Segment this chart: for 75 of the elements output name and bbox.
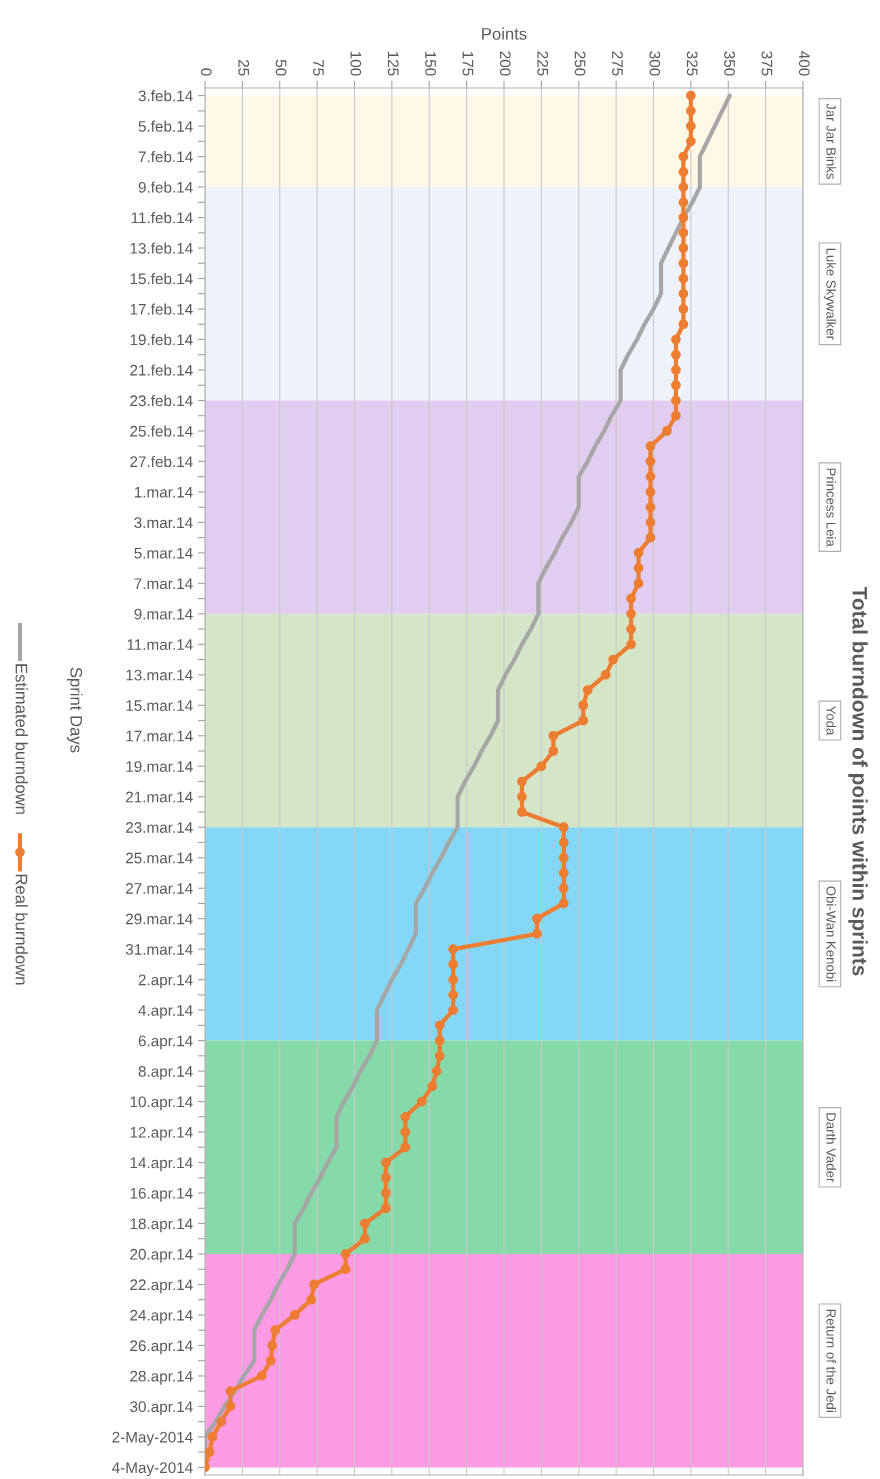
x-tick-label: 0 — [200, 68, 212, 76]
y-tick-label: 11.feb.14 — [131, 212, 193, 224]
y-tick-label: 23.feb.14 — [130, 394, 193, 407]
band-label: Jar Jar Binks — [826, 103, 837, 179]
y-tick-label: 31.mar.14 — [125, 944, 193, 955]
y-tick-label: 25.feb.14 — [130, 425, 193, 437]
y-tick-label: 23.mar.14 — [126, 822, 193, 833]
y-tick-label: 7.feb.14 — [138, 151, 193, 163]
y-tick-label: 22.apr.14 — [130, 1279, 193, 1294]
y-tick-label: 19.feb.14 — [130, 333, 193, 346]
x-tick-label: 400 — [798, 51, 810, 76]
y-tick-label: 21.mar.14 — [126, 791, 193, 803]
y-tick-label: 30.apr.14 — [130, 1401, 193, 1416]
x-tick-label: 100 — [350, 51, 362, 76]
text: Total burndown of points within sprints — [848, 586, 868, 976]
y-tick-label: 21.feb.14 — [130, 364, 193, 376]
y-tick-label: 12.apr.14 — [130, 1126, 193, 1141]
y-tick-label: 6.apr.14 — [138, 1035, 193, 1050]
legend-label: Estimated burndown — [15, 664, 28, 814]
y-tick-label: 2.apr.14 — [138, 974, 193, 989]
y-tick-label: 19.mar.14 — [126, 761, 193, 772]
y-tick-label: 13.feb.14 — [130, 242, 193, 254]
x-tick-label: 125 — [387, 51, 399, 76]
y-tick-label: 25.mar.14 — [126, 852, 193, 864]
band-label: Luke Skywalker — [823, 248, 837, 340]
x-tick-label: 375 — [761, 51, 773, 76]
band-label: Yoda — [826, 706, 837, 736]
x-tick-label: 300 — [649, 51, 661, 76]
y-tick-label: 9.feb.14 — [138, 181, 193, 193]
x-tick-label: 200 — [499, 51, 511, 76]
y-tick-label: 14.apr.14 — [130, 1157, 193, 1172]
x-tick-label: 225 — [537, 51, 549, 76]
y-tick-label: 11.mar.14 — [127, 639, 193, 651]
y-axis-title: Sprint Days — [67, 667, 83, 753]
y-tick-label: 4-May-2014 — [112, 1462, 193, 1477]
y-tick-label: 15.feb.14 — [130, 272, 193, 285]
band-label: Obi-Wan Kenobi — [826, 886, 837, 982]
y-tick-label: 24.apr.14 — [130, 1309, 193, 1324]
x-tick-label: 150 — [425, 51, 436, 76]
y-tick-label: 3.mar.14 — [134, 517, 193, 529]
x-tick-label: 175 — [462, 51, 474, 76]
y-tick-label: 15.mar.14 — [126, 700, 193, 711]
legend-label: Real burndown — [15, 874, 28, 985]
y-tick-label: 1.mar.14 — [134, 486, 193, 498]
y-tick-label: 18.apr.14 — [130, 1218, 193, 1233]
x-tick-label: 250 — [574, 51, 586, 76]
x-axis-title: Points — [482, 27, 527, 40]
y-tick-label: 26.apr.14 — [130, 1340, 193, 1355]
y-tick-label: 10.apr.14 — [130, 1096, 193, 1111]
band-label: Darth Vader — [826, 1113, 837, 1183]
x-tick-label: 75 — [313, 59, 324, 76]
y-tick-label: 5.mar.14 — [134, 547, 193, 559]
y-tick-label: 3.feb.14 — [138, 90, 193, 102]
y-tick-label: 7.mar.14 — [134, 578, 193, 590]
x-tick-label: 350 — [724, 51, 735, 76]
y-tick-label: 27.feb.14 — [130, 455, 193, 468]
y-tick-label: 9.mar.14 — [134, 608, 193, 620]
y-tick-label: 17.mar.14 — [126, 730, 193, 742]
y-tick-label: 29.mar.14 — [126, 913, 193, 925]
band-label: Princess Leia — [826, 468, 837, 547]
x-tick-label: 25 — [238, 59, 250, 76]
y-tick-label: 5.feb.14 — [138, 120, 193, 132]
y-tick-label: 20.apr.14 — [130, 1248, 193, 1263]
x-tick-label: 50 — [275, 59, 287, 76]
y-tick-label: 13.mar.14 — [126, 669, 193, 681]
band-label: Return of the Jedi — [826, 1309, 837, 1412]
y-tick-label: 28.apr.14 — [130, 1370, 193, 1385]
y-tick-label: 16.apr.14 — [130, 1187, 193, 1202]
y-tick-label: 17.feb.14 — [130, 303, 193, 315]
y-tick-label: 27.mar.14 — [126, 883, 193, 894]
x-tick-label: 325 — [686, 51, 698, 76]
y-tick-label: 8.apr.14 — [138, 1065, 193, 1080]
y-tick-label: 4.apr.14 — [138, 1005, 193, 1019]
y-tick-label: 2-May-2014 — [112, 1431, 193, 1446]
x-tick-label: 275 — [612, 51, 623, 76]
